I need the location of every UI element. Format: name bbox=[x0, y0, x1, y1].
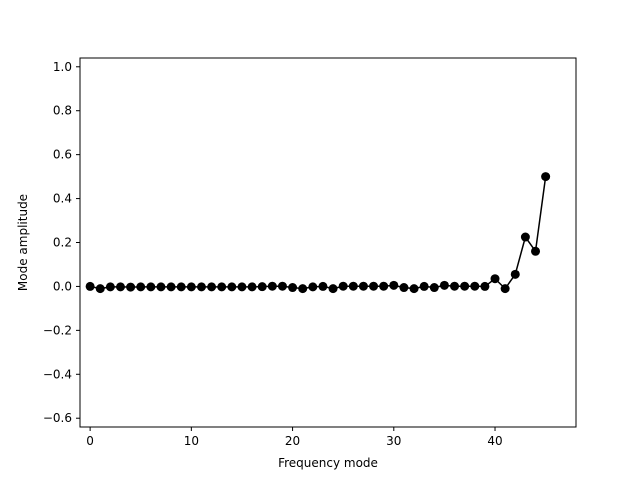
data-point bbox=[298, 284, 308, 294]
data-point bbox=[500, 284, 510, 294]
data-point bbox=[510, 269, 520, 279]
x-tick-label: 0 bbox=[86, 434, 94, 448]
y-tick-label: 0.6 bbox=[53, 148, 72, 162]
y-tick-label: 0.8 bbox=[53, 104, 72, 118]
y-tick-label: 0.0 bbox=[53, 279, 72, 293]
data-point bbox=[399, 283, 409, 293]
data-point bbox=[358, 281, 368, 291]
data-point bbox=[95, 284, 105, 294]
data-point bbox=[126, 282, 136, 292]
data-point bbox=[419, 281, 429, 291]
data-point bbox=[105, 282, 115, 292]
data-point bbox=[227, 282, 237, 292]
data-point bbox=[348, 281, 358, 291]
data-point bbox=[531, 246, 541, 256]
data-point bbox=[369, 281, 379, 291]
x-tick-label: 30 bbox=[386, 434, 401, 448]
data-point bbox=[156, 282, 166, 292]
y-tick-label: 0.4 bbox=[53, 192, 72, 206]
y-tick-label: −0.6 bbox=[43, 411, 72, 425]
data-point bbox=[520, 232, 530, 242]
y-tick-label: −0.2 bbox=[43, 323, 72, 337]
x-axis-label: Frequency mode bbox=[278, 456, 378, 470]
data-point bbox=[328, 284, 338, 294]
y-axis-label: Mode amplitude bbox=[16, 194, 30, 291]
data-point bbox=[196, 282, 206, 292]
data-point bbox=[186, 282, 196, 292]
data-point bbox=[176, 282, 186, 292]
data-point bbox=[237, 282, 247, 292]
data-point bbox=[409, 284, 419, 294]
data-point bbox=[429, 283, 439, 293]
x-tick-label: 20 bbox=[285, 434, 300, 448]
x-axis-ticks: 0 10 20 30 40 bbox=[86, 427, 503, 448]
data-point bbox=[257, 282, 267, 292]
data-point bbox=[115, 282, 125, 292]
data-point bbox=[541, 172, 551, 182]
data-point bbox=[288, 283, 298, 293]
data-point bbox=[247, 282, 257, 292]
data-point bbox=[207, 282, 217, 292]
data-point bbox=[470, 281, 480, 291]
series-line bbox=[89, 176, 547, 290]
x-tick-label: 40 bbox=[487, 434, 502, 448]
y-tick-label: −0.4 bbox=[43, 367, 72, 381]
y-tick-label: 1.0 bbox=[53, 60, 72, 74]
data-point bbox=[136, 282, 146, 292]
data-point bbox=[85, 281, 95, 291]
series-layer bbox=[85, 172, 551, 294]
data-point bbox=[480, 281, 490, 291]
x-tick-label: 10 bbox=[184, 434, 199, 448]
data-point bbox=[277, 281, 287, 291]
data-point bbox=[146, 282, 156, 292]
data-point bbox=[439, 280, 449, 290]
data-point bbox=[379, 281, 389, 291]
data-point bbox=[308, 282, 318, 292]
data-point bbox=[460, 281, 470, 291]
data-point bbox=[490, 274, 500, 284]
y-axis-ticks: −0.6 −0.4 −0.2 0.0 0.2 0.4 0.6 0.8 1.0 bbox=[43, 60, 80, 425]
data-point bbox=[166, 282, 176, 292]
data-point bbox=[267, 281, 277, 291]
data-point bbox=[318, 281, 328, 291]
data-point bbox=[217, 282, 227, 292]
y-tick-label: 0.2 bbox=[53, 236, 72, 250]
data-point bbox=[389, 280, 399, 290]
data-point bbox=[450, 281, 460, 291]
data-point bbox=[338, 281, 348, 291]
